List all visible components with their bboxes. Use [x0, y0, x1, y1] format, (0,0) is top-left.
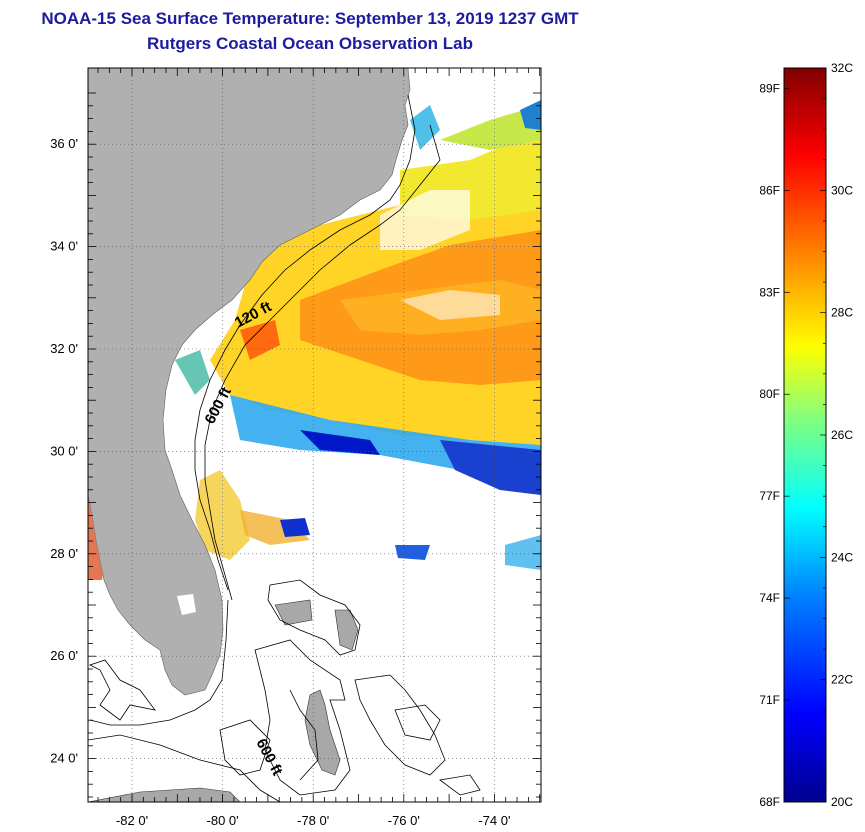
colorbar-fahrenheit-label: 83F [759, 285, 780, 299]
latitude-labels: 36 0' 34 0' 32 0' 30 0' 28 0' 26 0' 24 0' [50, 136, 78, 765]
lat-tick-label: 28 0' [50, 546, 78, 561]
lat-tick-label: 24 0' [50, 751, 78, 766]
lat-tick-label: 32 0' [50, 341, 78, 356]
lon-tick-label: -74 0' [478, 813, 510, 828]
colorbar-celsius-label: 24C [831, 550, 853, 564]
lat-tick-label: 36 0' [50, 136, 78, 151]
colorbar-celsius-label: 32C [831, 61, 853, 75]
lat-tick-label: 34 0' [50, 239, 78, 254]
colorbar-celsius-label: 26C [831, 428, 853, 442]
colorbar [783, 67, 827, 803]
colorbar-ticks [784, 67, 826, 803]
map-title: NOAA-15 Sea Surface Temperature: Septemb… [41, 9, 579, 28]
land-layer [88, 68, 411, 802]
lon-tick-label: -82 0' [116, 813, 148, 828]
colorbar-fahrenheit-label: 80F [759, 387, 780, 401]
colorbar-fahrenheit-label: 89F [759, 81, 780, 95]
lon-tick-label: -80 0' [207, 813, 239, 828]
colorbar-fahrenheit-label: 68F [759, 795, 780, 809]
colorbar-fahrenheit-label: 86F [759, 183, 780, 197]
lat-tick-label: 30 0' [50, 443, 78, 458]
sst-data-layer [88, 100, 541, 580]
map-ticks [88, 68, 541, 802]
colorbar-fahrenheit-label: 74F [759, 591, 780, 605]
lat-tick-label: 26 0' [50, 648, 78, 663]
lon-tick-label: -76 0' [388, 813, 420, 828]
map-frame [87, 67, 542, 803]
colorbar-labels: 32C 30C 28C 26C 24C 22C 20C 89F 86F 83F 80F 77F 74F 7… [759, 61, 853, 809]
colorbar-fahrenheit-label: 77F [759, 489, 780, 503]
lon-tick-label: -78 0' [297, 813, 329, 828]
bathymetry-contours [88, 94, 481, 802]
colorbar-celsius-label: 30C [831, 183, 853, 197]
colorbar-celsius-label: 28C [831, 306, 853, 320]
longitude-labels: -82 0' -80 0' -78 0' -76 0' -74 0' [116, 813, 511, 828]
colorbar-celsius-label: 22C [831, 673, 853, 687]
colorbar-fahrenheit-label: 71F [759, 693, 780, 707]
map-subtitle: Rutgers Coastal Ocean Observation Lab [147, 34, 473, 53]
colorbar-celsius-label: 20C [831, 795, 853, 809]
